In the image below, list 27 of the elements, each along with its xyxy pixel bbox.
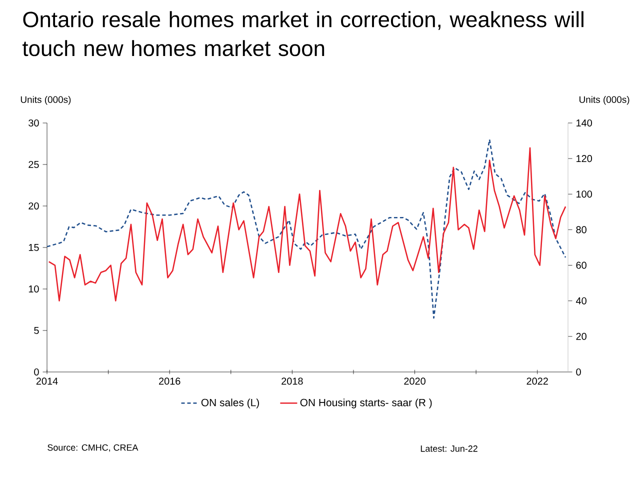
y2-tick-label: 60 (576, 262, 586, 269)
text: Latest: Jun-22 (420, 445, 478, 452)
y2-tick-label: 0 (576, 368, 581, 376)
y-tick-label: 25 (28, 160, 39, 168)
y-tick-label: 0 (34, 368, 39, 376)
legend-label: ON Housing starts- saar (R ) (300, 398, 432, 408)
y2-tick-label: 140 (576, 119, 592, 127)
y-axis-title: Units (000s) (20, 96, 71, 105)
x-tick-label: 2022 (526, 378, 548, 385)
y2-tick-label: 100 (576, 190, 592, 198)
x-tick-label: 2018 (282, 378, 303, 385)
x-tick-label: 2020 (404, 378, 426, 385)
y-tick-label: 15 (28, 244, 39, 251)
x-tick-label: 2016 (159, 378, 180, 385)
y2-tick-label: 20 (576, 332, 586, 340)
y-tick-label: 30 (28, 119, 39, 127)
y2-tick-label: 40 (576, 297, 586, 304)
x-tick-label: 2014 (36, 378, 58, 385)
source-note: Source: CMHC, CREA (48, 444, 138, 452)
y-tick-label: 20 (28, 202, 39, 210)
y2-tick-label: 120 (576, 155, 592, 162)
y2-axis-title: Units (000s) (580, 96, 630, 105)
y-tick-label: 5 (34, 327, 39, 334)
chart-title: Ontario resale homes market in correction, weakness will touch new homes market soon (22, 11, 584, 56)
legend-label: ON sales (L) (201, 398, 259, 408)
y-tick-label: 10 (28, 285, 39, 293)
y2-tick-label: 80 (576, 226, 586, 234)
